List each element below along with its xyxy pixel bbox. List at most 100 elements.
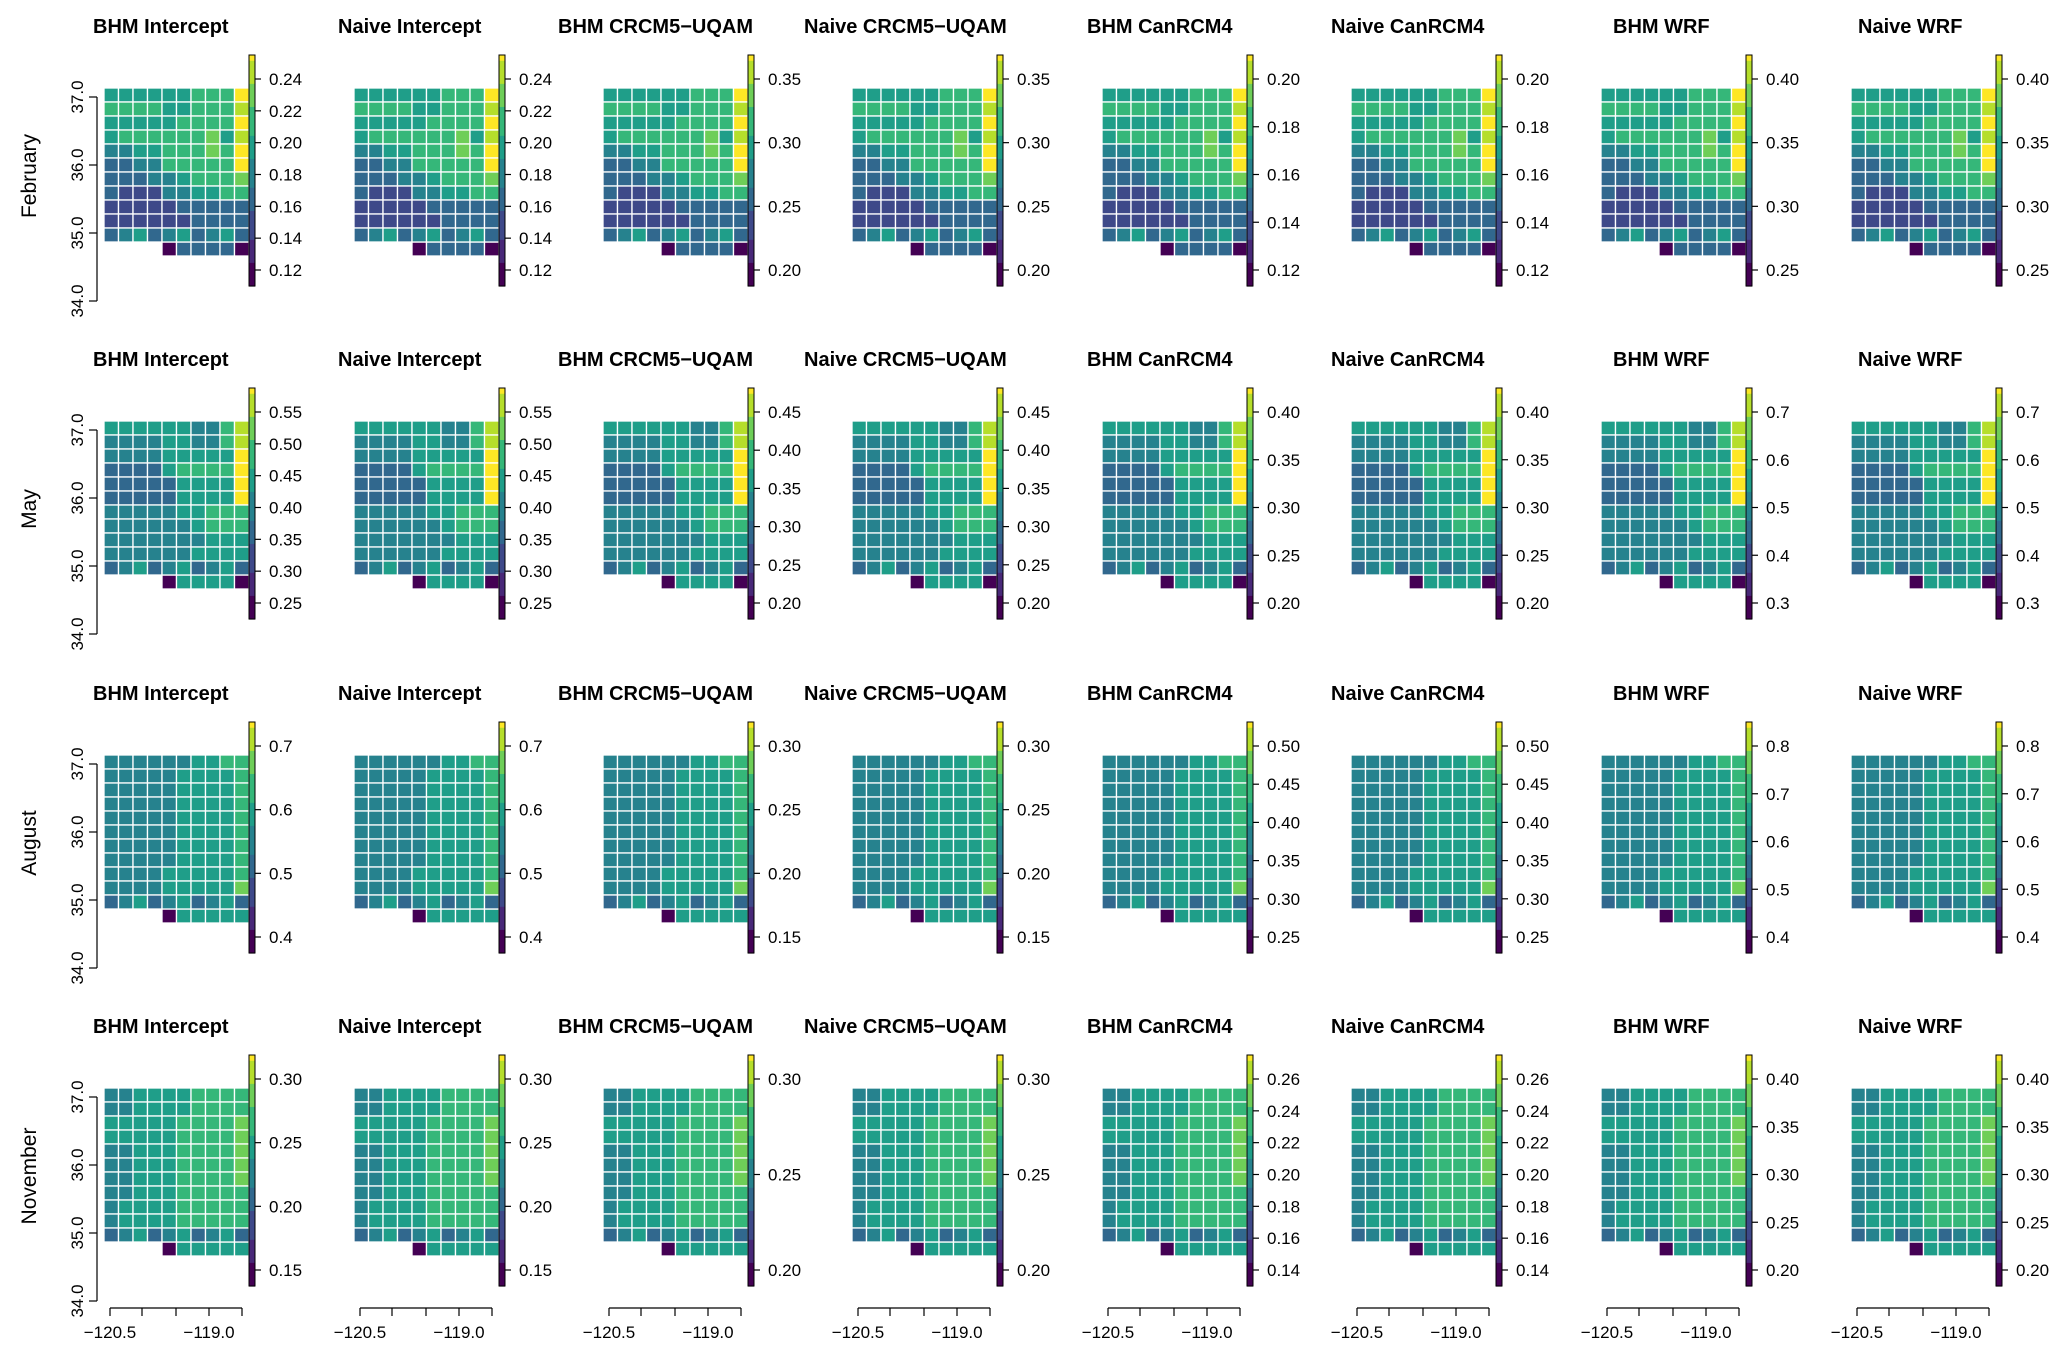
colorbar-segment <box>499 95 505 102</box>
y-tick-label: 35.0 <box>68 1216 87 1249</box>
heat-cell <box>1850 157 1867 173</box>
colorbar-segment <box>748 268 754 276</box>
colorbar-segment <box>499 1055 505 1062</box>
colorbar-tick-label: 0.5 <box>2016 499 2040 518</box>
heat-cell <box>1922 213 1939 229</box>
heat-cell <box>1937 574 1954 590</box>
heat-cell <box>923 101 940 117</box>
x-tick-label: −119.0 <box>433 1323 484 1342</box>
heat-cell <box>1350 129 1367 145</box>
heat-cell <box>952 546 969 562</box>
colorbar-segment <box>997 773 1003 781</box>
heat-cell <box>660 227 677 243</box>
heat-cell <box>880 476 897 492</box>
heat-cell <box>880 518 897 534</box>
heat-cell <box>674 810 691 826</box>
heat-cell <box>425 824 442 840</box>
heat-cell <box>1951 185 1968 201</box>
colorbar-segment <box>499 1083 505 1091</box>
colorbar-segment <box>249 745 255 752</box>
heat-cell <box>660 129 677 145</box>
heat-cell <box>353 810 370 826</box>
heat-cell <box>469 1185 486 1201</box>
colorbar-tick-label: 0.35 <box>1267 451 1300 470</box>
heat-cell <box>1614 546 1631 562</box>
heat-cell <box>1173 101 1190 117</box>
heat-cell <box>1231 420 1248 436</box>
heat-cell <box>967 908 984 924</box>
heat-cell <box>880 852 897 868</box>
heat-cell <box>674 129 691 145</box>
heat-cell <box>1893 768 1910 784</box>
heat-cell <box>1951 560 1968 576</box>
heat-cell <box>353 199 370 215</box>
heat-cell <box>631 157 648 173</box>
colorbar-segment <box>1496 101 1502 108</box>
heat-cell <box>161 1157 178 1173</box>
heat-cell <box>1217 768 1234 784</box>
heat-cell <box>1600 754 1617 770</box>
colorbar-segment <box>1496 924 1502 931</box>
heat-cell <box>602 129 619 145</box>
heat-cell <box>1966 532 1983 548</box>
heat-cell <box>103 476 120 492</box>
heat-cell <box>894 199 911 215</box>
colorbar-segment <box>499 1066 505 1073</box>
heat-cell <box>631 866 648 882</box>
heat-cell <box>132 768 149 784</box>
colorbar-segment <box>997 515 1003 522</box>
heat-cell <box>1393 796 1410 812</box>
colorbar-segment <box>1247 112 1253 120</box>
heat-cell <box>146 838 163 854</box>
colorbar-segment <box>1746 543 1752 551</box>
heat-cell <box>1217 560 1234 576</box>
colorbar-tick-label: 0.18 <box>1267 118 1300 137</box>
colorbar-segment <box>1247 89 1253 97</box>
colorbar-segment <box>249 895 255 902</box>
heat-cell <box>1922 185 1939 201</box>
colorbar-segment <box>249 491 255 499</box>
heat-cell <box>1393 1129 1410 1145</box>
heat-cell <box>1451 866 1468 882</box>
heat-cell <box>732 532 749 548</box>
heat-cell <box>1937 546 1954 562</box>
heat-cell <box>1966 87 1983 103</box>
heat-cell <box>880 1227 897 1243</box>
heat-cell <box>117 810 134 826</box>
heat-cell <box>1922 824 1939 840</box>
heat-cell <box>1658 908 1675 924</box>
heat-cell <box>161 185 178 201</box>
heat-cell <box>1864 518 1881 534</box>
heat-cell <box>353 157 370 173</box>
colorbar-segment <box>249 251 255 258</box>
heat-cell <box>1393 115 1410 131</box>
heat-cell <box>1716 434 1733 450</box>
heat-cell <box>689 462 706 478</box>
heat-cell <box>1350 490 1367 506</box>
heat-cell <box>718 574 735 590</box>
heat-cell <box>483 1227 500 1243</box>
colorbar-segment <box>249 1130 255 1137</box>
heat-cell <box>1115 185 1132 201</box>
heat-cell <box>1629 852 1646 868</box>
heat-cell <box>411 1185 428 1201</box>
colorbar-segment <box>499 205 505 212</box>
heat-cell <box>367 129 384 145</box>
heat-cell <box>1908 213 1925 229</box>
heat-cell <box>674 532 691 548</box>
heat-cell <box>411 448 428 464</box>
heat-cell <box>1217 1129 1234 1145</box>
heat-cell <box>1951 171 1968 187</box>
heat-cell <box>1188 894 1205 910</box>
heat-cell <box>1393 420 1410 436</box>
heat-cell <box>645 199 662 215</box>
colorbar-segment <box>249 268 255 276</box>
heat-cell <box>645 157 662 173</box>
heat-cell <box>1672 796 1689 812</box>
heat-cell <box>440 754 457 770</box>
heat-cell <box>631 1157 648 1173</box>
colorbar-segment <box>1996 515 2002 522</box>
heat-cell <box>1701 880 1718 896</box>
heat-cell <box>1850 866 1867 882</box>
colorbar-segment <box>1496 405 1502 412</box>
